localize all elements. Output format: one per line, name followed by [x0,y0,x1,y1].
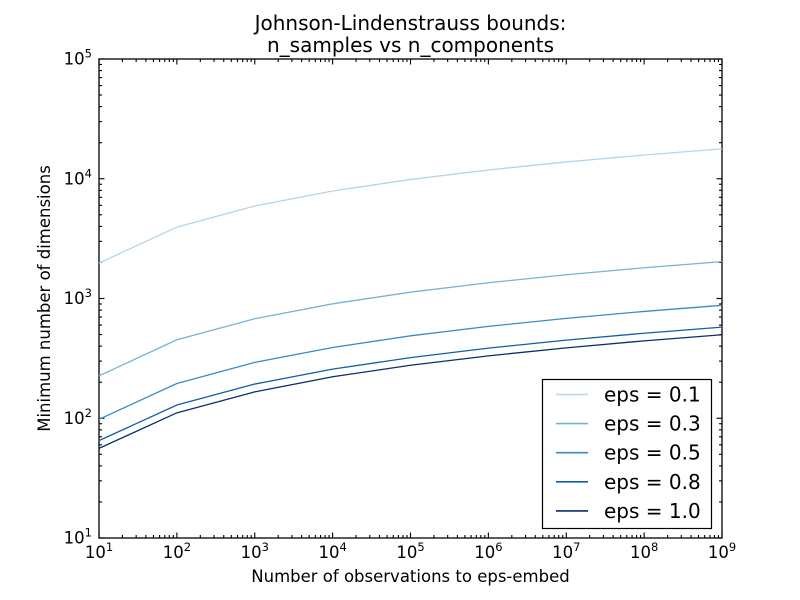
x-tick-label: 106 [474,540,502,562]
tick-label-exponent: 1 [85,526,92,540]
legend-label-0: eps = 0.1 [604,383,701,407]
tick-label-exponent: 3 [85,286,92,300]
series-line-0 [98,148,723,264]
series-lines [98,148,723,449]
tick-label-base: 10 [552,543,573,562]
tick-label-base: 10 [241,543,262,562]
tick-label-exponent: 5 [85,47,92,61]
tick-label-exponent: 4 [85,166,92,180]
legend-label-4: eps = 1.0 [604,499,701,523]
chart-title-line-1: Johnson-Lindenstrauss bounds: [253,11,567,35]
tick-label-base: 10 [64,50,85,69]
tick-label-base: 10 [474,543,495,562]
tick-label-base: 10 [64,289,85,308]
x-tick-label: 101 [85,540,113,562]
tick-label-base: 10 [630,543,651,562]
tick-label-exponent: 1 [106,540,113,554]
tick-label-exponent: 2 [85,406,92,420]
x-tick-label: 108 [630,540,658,562]
y-tick-label: 102 [64,406,92,428]
y-tick-label: 101 [64,526,92,548]
legend-box [541,378,713,530]
tick-label-exponent: 8 [651,540,658,554]
x-tick-label: 105 [396,540,424,562]
y-tick-label: 104 [64,166,92,188]
tick-label-exponent: 5 [417,540,424,554]
x-tick-label: 107 [552,540,580,562]
tick-label-base: 10 [64,169,85,188]
series-line-3 [98,326,723,442]
chart-title-line-2: n_samples vs n_components [267,33,554,57]
x-tick-label: 104 [318,540,346,562]
legend-label-2: eps = 0.5 [604,441,701,465]
tick-label-base: 10 [64,409,85,428]
tick-label-base: 10 [85,543,106,562]
x-tick-label: 109 [708,540,736,562]
tick-label-exponent: 7 [573,540,580,554]
x-tick-label: 102 [163,540,191,562]
x-axis-label: Number of observations to eps-embed [251,567,569,586]
legend-label-3: eps = 0.8 [604,470,701,494]
y-tick-label: 103 [64,286,92,308]
tick-label-exponent: 9 [729,540,736,554]
y-axis-label: Minimum number of dimensions [35,165,54,432]
series-line-2 [98,304,723,420]
tick-label-base: 10 [708,543,729,562]
tick-label-base: 10 [318,543,339,562]
series-line-4 [98,334,723,449]
tick-label-base: 10 [396,543,417,562]
x-tick-label: 103 [241,540,269,562]
tick-label-base: 10 [64,529,85,548]
tick-label-exponent: 3 [262,540,269,554]
tick-label-base: 10 [163,543,184,562]
tick-label-exponent: 4 [339,540,346,554]
legend: eps = 0.1 eps = 0.3 eps = 0.5 eps = 0.8 eps … [541,378,713,530]
tick-label-exponent: 2 [184,540,191,554]
y-tick-label: 105 [64,47,92,69]
tick-label-exponent: 6 [495,540,502,554]
series-line-1 [98,261,723,377]
x-tick-labels: 101 102 103 104 105 106 107 108 109 [85,540,736,562]
legend-label-1: eps = 0.3 [604,412,701,436]
